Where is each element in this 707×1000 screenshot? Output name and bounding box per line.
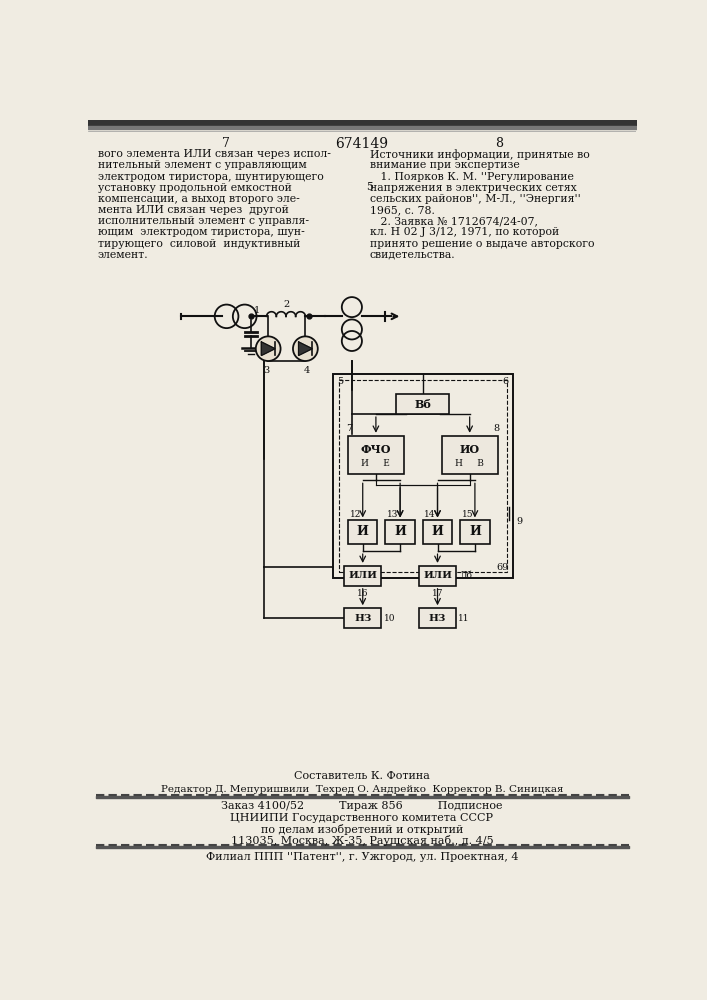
Text: ющим  электродом тиристора, шун-: ющим электродом тиристора, шун- (98, 227, 305, 237)
Bar (344, 566, 381, 586)
Circle shape (293, 336, 317, 361)
Text: 17: 17 (432, 589, 443, 598)
Bar (419, 566, 456, 586)
Text: принято решение о выдаче авторского: принято решение о выдаче авторского (370, 239, 594, 249)
Text: Редактор Д. Мепуришвили  Техред О. Андрейко  Корректор В. Синицкая: Редактор Д. Мепуришвили Техред О. Андрей… (160, 785, 563, 794)
Text: Н     В: Н В (455, 459, 484, 468)
Text: 2: 2 (283, 300, 289, 309)
Bar (423, 520, 452, 544)
Text: И: И (395, 525, 406, 538)
Text: Заказ 4100/52          Тираж 856          Подписное: Заказ 4100/52 Тираж 856 Подписное (221, 801, 503, 811)
Text: Вб: Вб (414, 399, 431, 410)
Text: ИЛИ: ИЛИ (349, 571, 378, 580)
Text: 1: 1 (253, 306, 259, 315)
Bar (332, 374, 513, 578)
Text: ЦНИИПИ Государственного комитета СССР: ЦНИИПИ Государственного комитета СССР (230, 813, 493, 823)
Circle shape (256, 336, 281, 361)
Bar (348, 520, 378, 544)
Text: исполнительный элемент с управля-: исполнительный элемент с управля- (98, 216, 309, 226)
Text: Источники информации, принятые во: Источники информации, принятые во (370, 149, 590, 160)
Text: ИО: ИО (460, 444, 480, 455)
Text: свидетельства.: свидетельства. (370, 250, 455, 260)
Bar (348, 436, 404, 474)
Text: 7: 7 (221, 137, 230, 150)
Text: Составитель К. Фотина: Составитель К. Фотина (294, 771, 430, 781)
Text: 11: 11 (458, 614, 470, 623)
Text: компенсации, а выход второго эле-: компенсации, а выход второго эле- (98, 194, 300, 204)
Text: 4: 4 (304, 366, 310, 375)
Text: ИЛИ: ИЛИ (423, 571, 452, 580)
Text: сельских районов'', М-Л., ''Энергия'': сельских районов'', М-Л., ''Энергия'' (370, 194, 580, 204)
Text: мента ИЛИ связан через  другой: мента ИЛИ связан через другой (98, 205, 288, 215)
Text: И     Е: И Е (361, 459, 390, 468)
Text: 674149: 674149 (335, 137, 388, 151)
Text: ФЧО: ФЧО (361, 444, 391, 455)
Bar (385, 520, 415, 544)
Text: НЗ: НЗ (429, 614, 446, 623)
Text: 10: 10 (384, 614, 395, 623)
Text: нительный элемент с управляющим: нительный элемент с управляющим (98, 160, 306, 170)
Text: 1965, с. 78.: 1965, с. 78. (370, 205, 435, 215)
Polygon shape (262, 342, 275, 355)
Text: НЗ: НЗ (354, 614, 371, 623)
Text: кл. H 02 J 3/12, 1971, по которой: кл. H 02 J 3/12, 1971, по которой (370, 227, 559, 237)
Text: тирующего  силовой  индуктивный: тирующего силовой индуктивный (98, 239, 300, 249)
Text: 69: 69 (496, 563, 508, 572)
Text: 5: 5 (337, 377, 344, 386)
Text: 12: 12 (349, 510, 361, 519)
Text: 16: 16 (357, 589, 368, 598)
Text: И: И (431, 525, 443, 538)
Text: электродом тиристора, шунтирующего: электродом тиристора, шунтирующего (98, 172, 323, 182)
Bar (442, 436, 498, 474)
Text: 1. Поярков К. М. ''Регулирование: 1. Поярков К. М. ''Регулирование (370, 172, 573, 182)
Text: 2. Заявка № 1712674/24-07,: 2. Заявка № 1712674/24-07, (370, 216, 538, 226)
Text: 3: 3 (264, 366, 270, 375)
Text: напряжения в электрических сетях: напряжения в электрических сетях (370, 183, 576, 193)
Text: 113035, Москва, Ж-35, Раушская наб., д. 4/5: 113035, Москва, Ж-35, Раушская наб., д. … (230, 835, 493, 846)
Text: установку продольной емкостной: установку продольной емкостной (98, 183, 291, 193)
Text: 8: 8 (493, 424, 500, 433)
Bar (339, 380, 507, 572)
Text: 6: 6 (502, 377, 508, 386)
Text: 8: 8 (495, 137, 503, 150)
Bar (460, 520, 490, 544)
Text: элемент.: элемент. (98, 250, 148, 260)
Text: 5: 5 (366, 182, 373, 192)
Text: 14: 14 (424, 510, 436, 519)
Text: по делам изобретений и открытий: по делам изобретений и открытий (261, 824, 463, 835)
Text: И: И (469, 525, 481, 538)
Text: И: И (357, 525, 368, 538)
Bar (344, 608, 381, 628)
Text: Филиал ППП ''Патент'', г. Ужгород, ул. Проектная, 4: Филиал ППП ''Патент'', г. Ужгород, ул. П… (206, 852, 518, 861)
Text: 15: 15 (462, 510, 474, 519)
Text: 9: 9 (516, 517, 522, 526)
Bar (419, 608, 456, 628)
Text: 13: 13 (387, 510, 398, 519)
Text: внимание при экспертизе: внимание при экспертизе (370, 160, 520, 170)
Polygon shape (298, 342, 312, 355)
Text: 7: 7 (346, 424, 352, 433)
Text: вого элемента ИЛИ связан через испол-: вого элемента ИЛИ связан через испол- (98, 149, 331, 159)
Text: Лб: Лб (460, 571, 473, 580)
Bar (397, 394, 449, 414)
